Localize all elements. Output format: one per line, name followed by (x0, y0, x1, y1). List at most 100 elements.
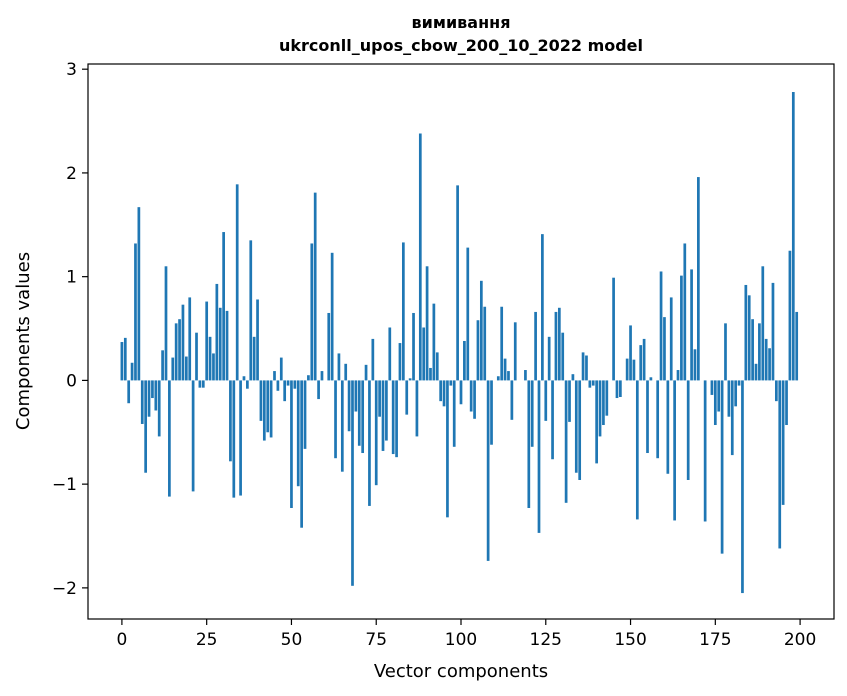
bar-45 (273, 371, 276, 381)
bar-5 (137, 207, 141, 381)
bar-53 (300, 380, 303, 528)
bar-7 (144, 380, 148, 473)
bar-21 (191, 380, 195, 492)
bar-41 (259, 380, 263, 421)
bar-127 (551, 380, 554, 460)
bar-180 (730, 380, 734, 456)
bar-139 (591, 380, 595, 386)
y-tick-label: 2 (66, 164, 77, 184)
y-axis-label: Components values (13, 252, 34, 430)
x-tick-label: 150 (614, 630, 646, 650)
bar-123 (537, 380, 541, 533)
bar-59 (320, 371, 324, 381)
bar-195 (781, 380, 785, 505)
bar-104 (473, 380, 476, 419)
bar-131 (564, 380, 568, 503)
bar-197 (788, 250, 792, 381)
bar-6 (140, 380, 144, 424)
bar-1 (123, 337, 127, 381)
bar-38 (249, 240, 253, 381)
bar-160 (663, 317, 666, 381)
bar-3 (130, 362, 134, 381)
bar-170 (697, 177, 700, 381)
bar-132 (568, 380, 571, 422)
chart-title-line-2: ukrconll_upos_cbow_200_10_2022 model (279, 36, 643, 55)
bar-113 (503, 358, 507, 381)
bar-152 (635, 380, 639, 520)
bar-114 (507, 371, 510, 381)
bar-63 (334, 380, 337, 459)
bar-166 (683, 243, 687, 381)
y-tick-label: 3 (66, 60, 77, 80)
bar-189 (761, 266, 765, 381)
bar-15 (171, 357, 175, 381)
bar-55 (307, 375, 310, 381)
bar-174 (710, 380, 714, 395)
bar-35 (239, 380, 242, 496)
y-axis: −2 −1 0 1 2 3 (52, 60, 88, 599)
bar-97 (449, 380, 453, 386)
bar-140 (595, 380, 598, 464)
x-axis: 0 25 50 75 100 125 150 175 200 (116, 619, 816, 650)
bar-153 (639, 345, 643, 381)
bar-159 (659, 271, 663, 381)
bar-64 (337, 353, 341, 381)
bar-164 (676, 370, 680, 381)
y-tick-label: 1 (66, 268, 77, 288)
bar-90 (425, 266, 429, 381)
bar-82 (398, 343, 402, 381)
bar-163 (673, 380, 676, 521)
bar-147 (619, 380, 622, 397)
bar-14 (168, 380, 171, 497)
bar-72 (364, 364, 368, 381)
bar-58 (317, 380, 320, 400)
bar-181 (734, 380, 738, 407)
bar-177 (720, 380, 724, 554)
bar-67 (347, 380, 351, 432)
bar-91 (429, 367, 432, 381)
bar-2 (127, 380, 131, 404)
bar-190 (764, 338, 768, 381)
bar-70 (357, 380, 361, 446)
bar-23 (198, 380, 202, 388)
bar-32 (229, 380, 232, 462)
bar-34 (235, 184, 239, 381)
bar-150 (629, 325, 632, 381)
bar-185 (747, 295, 751, 381)
x-axis-label: Vector components (374, 661, 548, 682)
bar-10 (154, 380, 158, 411)
bar-95 (442, 380, 446, 407)
bar-51 (293, 380, 297, 389)
bar-57 (313, 192, 317, 381)
x-tick-label: 200 (784, 630, 816, 650)
bar-44 (269, 380, 273, 438)
x-tick-label: 175 (699, 630, 731, 650)
bar-73 (368, 380, 371, 506)
bar-84 (405, 380, 409, 415)
bar-168 (690, 269, 693, 381)
bar-40 (256, 299, 259, 381)
bar-56 (310, 243, 314, 381)
x-tick-label: 125 (530, 630, 562, 650)
bar-151 (632, 359, 636, 381)
bar-50 (290, 380, 293, 508)
bar-11 (157, 380, 161, 437)
bar-79 (388, 327, 392, 381)
bar-129 (557, 307, 561, 381)
bar-54 (303, 380, 307, 449)
bar-145 (612, 277, 615, 381)
bar-125 (544, 380, 548, 421)
bar-66 (344, 363, 348, 381)
bar-26 (208, 336, 212, 381)
bar-141 (598, 380, 602, 437)
bar-115 (510, 380, 514, 420)
bar-17 (178, 319, 181, 381)
bar-178 (724, 323, 727, 381)
bar-186 (751, 319, 754, 381)
bar-92 (432, 303, 436, 381)
bar-98 (452, 380, 456, 447)
bar-142 (602, 380, 605, 426)
bar-167 (686, 380, 690, 480)
bar-87 (415, 380, 419, 437)
x-tick-label: 25 (196, 630, 218, 650)
